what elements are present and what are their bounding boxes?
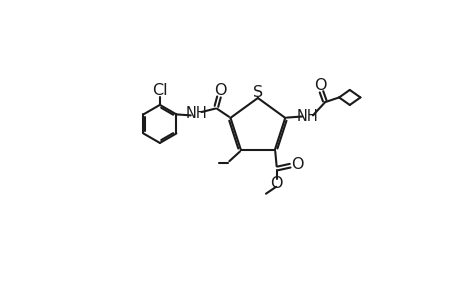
Text: O: O	[213, 83, 226, 98]
Text: O: O	[270, 176, 282, 191]
Text: NH: NH	[185, 106, 207, 121]
Text: Cl: Cl	[152, 83, 168, 98]
Text: NH: NH	[296, 109, 318, 124]
Text: S: S	[253, 85, 263, 100]
Text: O: O	[313, 78, 326, 93]
Text: O: O	[290, 157, 302, 172]
